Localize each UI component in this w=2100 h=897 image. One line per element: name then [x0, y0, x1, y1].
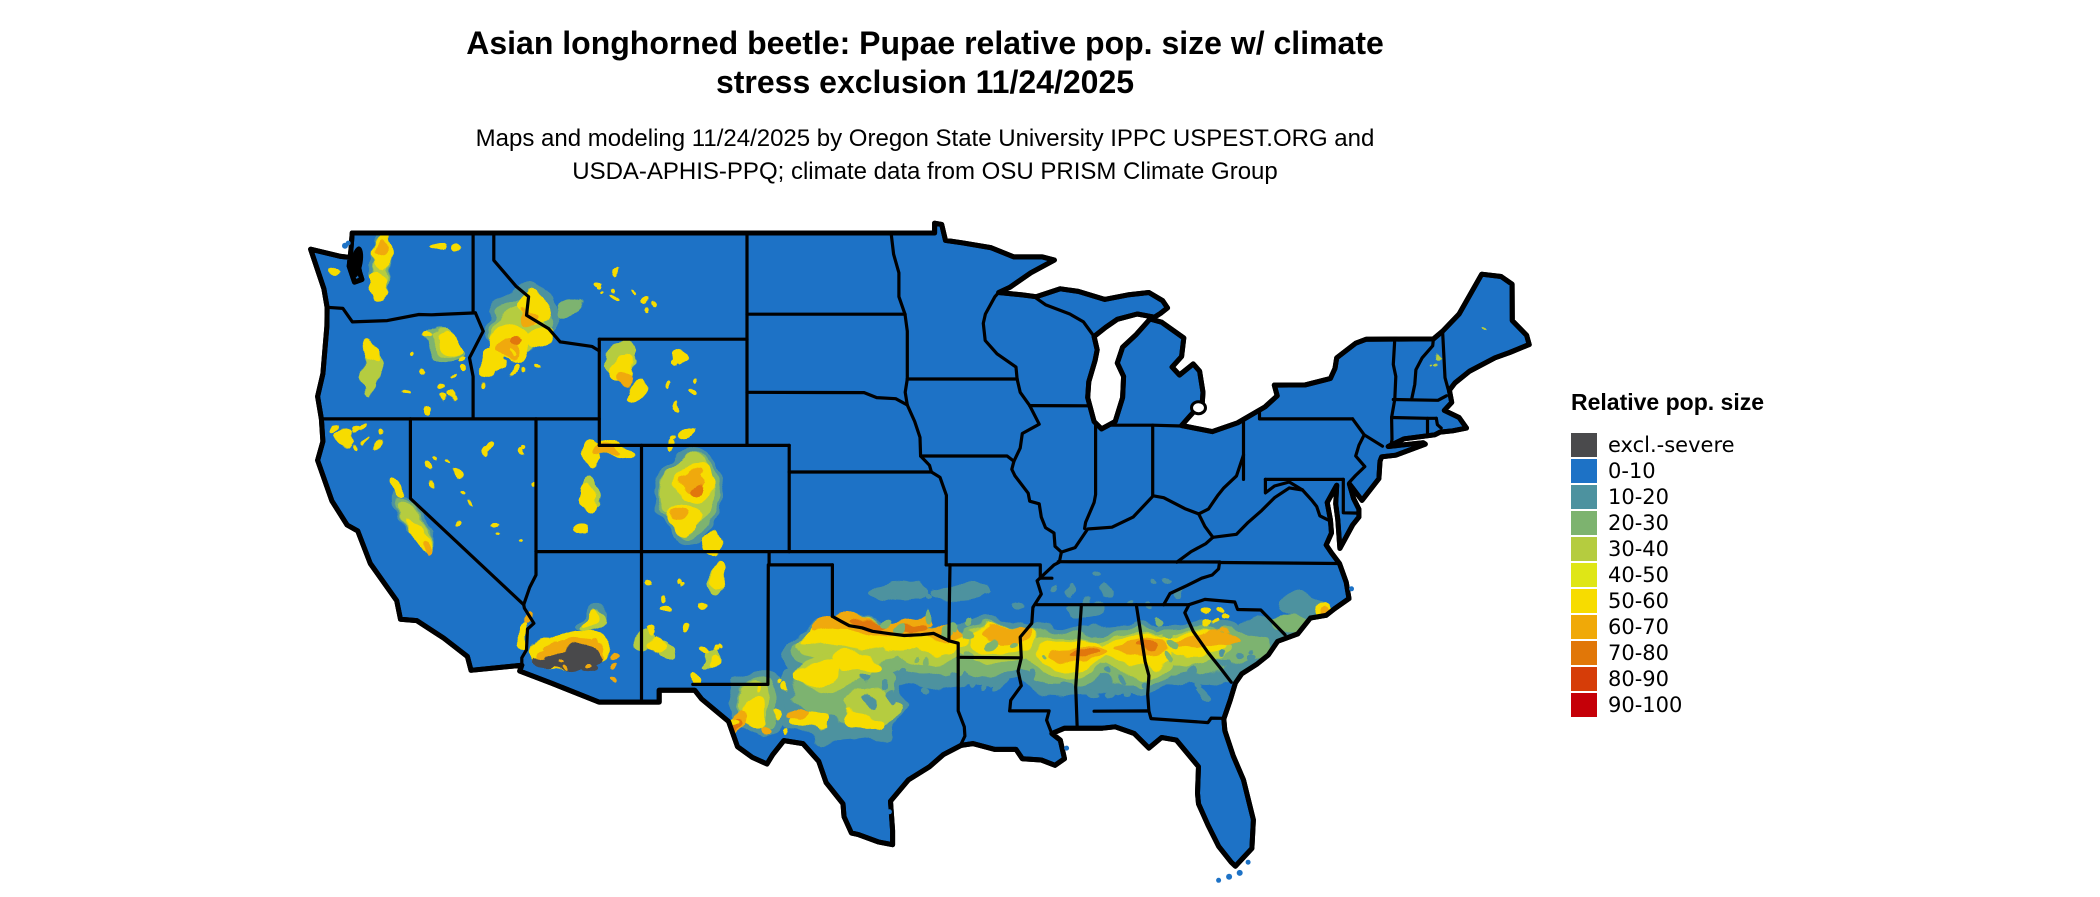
legend-label: 20-30 [1608, 511, 1670, 535]
credits-line-2: USDA-APHIS-PPQ; climate data from OSU PR… [572, 158, 1278, 185]
legend-swatch [1571, 511, 1597, 535]
legend-label: 30-40 [1608, 537, 1670, 561]
legend-label: 50-60 [1608, 589, 1670, 613]
legend-item: 20-30 [1571, 510, 1764, 536]
legend-swatch [1571, 485, 1597, 509]
legend-title: Relative pop. size [1571, 389, 1765, 415]
legend-item: 40-50 [1571, 562, 1764, 588]
legend-label: 10-20 [1608, 485, 1670, 509]
legend-swatch [1571, 667, 1597, 691]
legend-label: 0-10 [1608, 459, 1656, 483]
country-outline [308, 220, 1532, 869]
legend-item: 80-90 [1571, 666, 1764, 692]
legend-swatch [1571, 589, 1597, 613]
legend-swatch [1571, 459, 1597, 483]
legend-item: excl.-severe [1571, 432, 1764, 458]
title-line-1: Asian longhorned beetle: Pupae relative … [466, 25, 1384, 61]
legend-swatch [1571, 693, 1597, 717]
legend-item: 70-80 [1571, 640, 1764, 666]
map-credits: Maps and modeling 11/24/2025 by Oregon S… [225, 122, 1625, 188]
legend-label: 90-100 [1608, 693, 1683, 717]
legend-swatch [1571, 563, 1597, 587]
page-title: Asian longhorned beetle: Pupae relative … [225, 24, 1625, 102]
legend-item: 10-20 [1571, 484, 1764, 510]
legend-label: 40-50 [1608, 563, 1670, 587]
title-line-2: stress exclusion 11/24/2025 [715, 64, 1135, 100]
legend-label: 60-70 [1608, 615, 1670, 639]
legend-item: 0-10 [1571, 458, 1764, 484]
legend-label: 80-90 [1608, 667, 1670, 691]
legend-swatch [1571, 615, 1597, 639]
legend-swatch [1571, 537, 1597, 561]
legend-item: 30-40 [1571, 536, 1764, 562]
state-borders [317, 231, 1450, 746]
legend-label: 70-80 [1608, 641, 1670, 665]
legend-items: excl.-severe 0-10 10-20 20-30 30-40 40-50 50-6… [1571, 432, 1764, 718]
legend-item: 90-100 [1571, 692, 1764, 718]
credits-line-1: Maps and modeling 11/24/2025 by Oregon S… [475, 125, 1375, 152]
risk-surface [329, 231, 1495, 742]
legend-item: 50-60 [1571, 588, 1764, 614]
legend-label: excl.-severe [1608, 433, 1735, 457]
legend-swatch [1571, 433, 1597, 457]
legend-swatch [1571, 641, 1597, 665]
legend-item: 60-70 [1571, 614, 1764, 640]
legend: Relative pop. size excl.-severe 0-10 10-20… [1571, 389, 1764, 718]
